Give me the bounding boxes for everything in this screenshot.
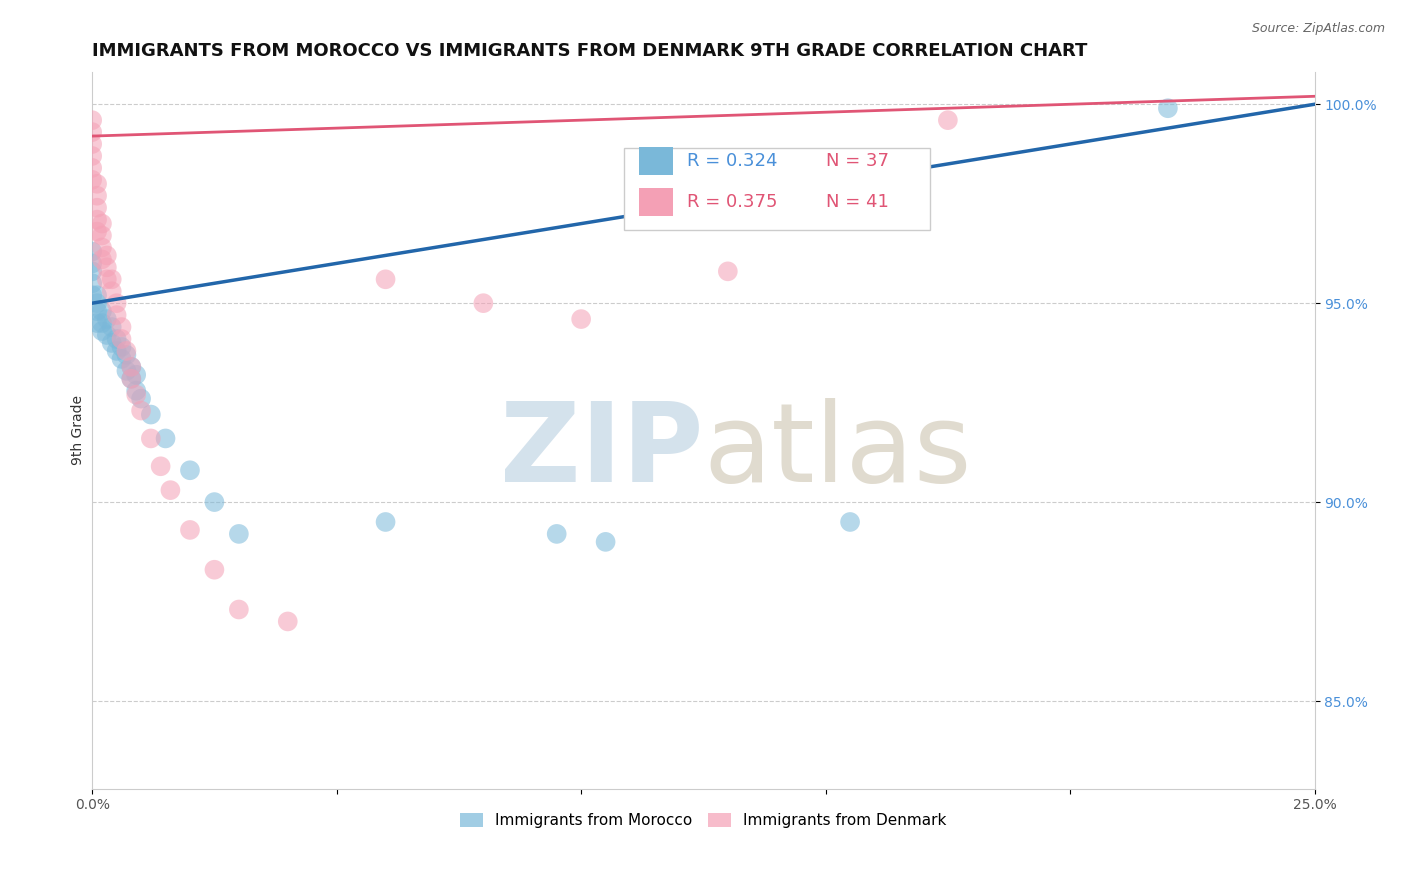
Point: [82, 173, 104, 187]
Point: [82, 277, 104, 291]
Point: [82, 136, 104, 151]
Point: [472, 296, 495, 310]
Point: [86, 201, 108, 215]
Point: [82, 256, 104, 270]
Point: [839, 515, 862, 529]
Y-axis label: 9th Grade: 9th Grade: [72, 395, 86, 466]
Point: [82, 161, 104, 175]
Point: [86, 296, 108, 310]
Point: [91, 316, 114, 330]
Point: [86, 288, 108, 302]
Point: [204, 495, 226, 509]
Point: [82, 149, 104, 163]
Point: [96, 248, 118, 262]
FancyBboxPatch shape: [638, 187, 673, 216]
Point: [110, 340, 132, 354]
Point: [228, 527, 250, 541]
Point: [91, 324, 114, 338]
Point: [155, 432, 177, 446]
Point: [82, 244, 104, 259]
Point: [120, 359, 142, 374]
Point: [115, 364, 138, 378]
Point: [115, 343, 138, 358]
Point: [374, 272, 396, 286]
Point: [569, 312, 592, 326]
Point: [82, 288, 104, 302]
Point: [100, 272, 122, 286]
Point: [105, 296, 128, 310]
Point: [277, 615, 299, 629]
Point: [91, 304, 114, 318]
Point: [228, 602, 250, 616]
Point: [105, 343, 128, 358]
Point: [82, 264, 104, 278]
Point: [115, 348, 138, 362]
FancyBboxPatch shape: [624, 147, 929, 230]
Point: [179, 463, 201, 477]
Point: [936, 113, 959, 128]
Point: [100, 284, 122, 298]
Point: [110, 351, 132, 366]
Text: N = 41: N = 41: [825, 193, 889, 211]
Point: [129, 392, 152, 406]
Point: [179, 523, 201, 537]
Point: [120, 359, 142, 374]
Point: [96, 272, 118, 286]
Point: [86, 225, 108, 239]
Point: [105, 332, 128, 346]
Point: [82, 113, 104, 128]
FancyBboxPatch shape: [638, 147, 673, 175]
Point: [374, 515, 396, 529]
Point: [100, 335, 122, 350]
Point: [110, 332, 132, 346]
Text: R = 0.324: R = 0.324: [688, 152, 778, 169]
Point: [100, 320, 122, 334]
Text: atlas: atlas: [703, 399, 972, 506]
Point: [86, 188, 108, 202]
Text: N = 37: N = 37: [825, 152, 889, 169]
Point: [91, 217, 114, 231]
Point: [91, 228, 114, 243]
Text: R = 0.375: R = 0.375: [688, 193, 778, 211]
Point: [717, 264, 740, 278]
Point: [110, 320, 132, 334]
Point: [82, 125, 104, 139]
Point: [125, 387, 148, 401]
Point: [86, 316, 108, 330]
Text: IMMIGRANTS FROM MOROCCO VS IMMIGRANTS FROM DENMARK 9TH GRADE CORRELATION CHART: IMMIGRANTS FROM MOROCCO VS IMMIGRANTS FR…: [93, 42, 1088, 60]
Legend: Immigrants from Morocco, Immigrants from Denmark: Immigrants from Morocco, Immigrants from…: [454, 807, 953, 835]
Point: [120, 372, 142, 386]
Point: [86, 177, 108, 191]
Point: [129, 403, 152, 417]
Point: [120, 372, 142, 386]
Point: [159, 483, 181, 497]
Point: [546, 527, 568, 541]
Text: Source: ZipAtlas.com: Source: ZipAtlas.com: [1251, 22, 1385, 36]
Text: ZIP: ZIP: [501, 399, 703, 506]
Point: [139, 432, 162, 446]
Point: [91, 240, 114, 254]
Point: [139, 408, 162, 422]
Point: [125, 368, 148, 382]
Point: [149, 459, 172, 474]
Point: [1157, 101, 1180, 115]
Point: [86, 212, 108, 227]
Point: [91, 252, 114, 267]
Point: [595, 534, 617, 549]
Point: [96, 312, 118, 326]
Point: [86, 304, 108, 318]
Point: [96, 260, 118, 275]
Point: [204, 563, 226, 577]
Point: [96, 328, 118, 343]
Point: [105, 308, 128, 322]
Point: [125, 384, 148, 398]
